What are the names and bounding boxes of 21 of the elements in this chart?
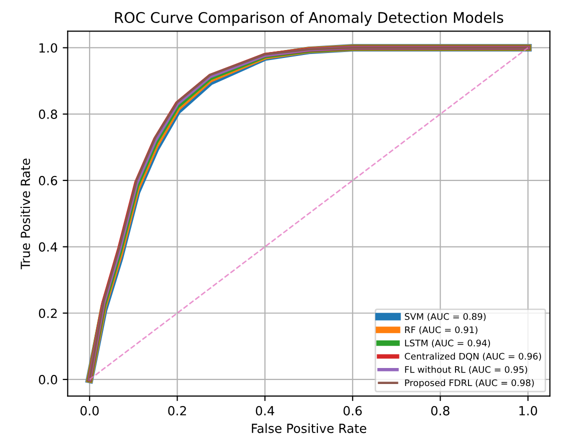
x-tick-label: 0.4 bbox=[256, 406, 274, 416]
y-tick-label: 1.0 bbox=[39, 43, 58, 53]
chart-title: ROC Curve Comparison of Anomaly Detection Models bbox=[115, 12, 504, 26]
x-tick-label: 0.2 bbox=[168, 406, 186, 416]
legend-label: LSTM (AUC = 0.94) bbox=[405, 339, 490, 348]
x-tick-label: 0.0 bbox=[80, 406, 99, 416]
legend-label: FL without RL (AUC = 0.95) bbox=[405, 366, 528, 374]
legend-label: Centralized DQN (AUC = 0.96) bbox=[404, 352, 541, 361]
x-axis-title: False Positive Rate bbox=[252, 423, 366, 434]
y-tick-label: 0.8 bbox=[38, 110, 58, 120]
x-tick-label: 0.8 bbox=[431, 406, 450, 416]
y-tick-label: 0.4 bbox=[38, 242, 58, 252]
y-tick-label: 0.2 bbox=[38, 308, 57, 318]
y-tick-label: 0.0 bbox=[38, 374, 58, 384]
x-tick-label: 0.6 bbox=[344, 406, 362, 416]
legend-label: SVM (AUC = 0.89) bbox=[404, 312, 486, 321]
y-axis-title: True Positive Rate bbox=[20, 158, 30, 270]
legend-label: Proposed FDRL (AUC = 0.98) bbox=[405, 379, 534, 388]
legend-label: RF (AUC = 0.91) bbox=[405, 326, 478, 334]
x-tick-label: 1.0 bbox=[519, 406, 538, 416]
y-tick-label: 0.6 bbox=[38, 176, 58, 186]
